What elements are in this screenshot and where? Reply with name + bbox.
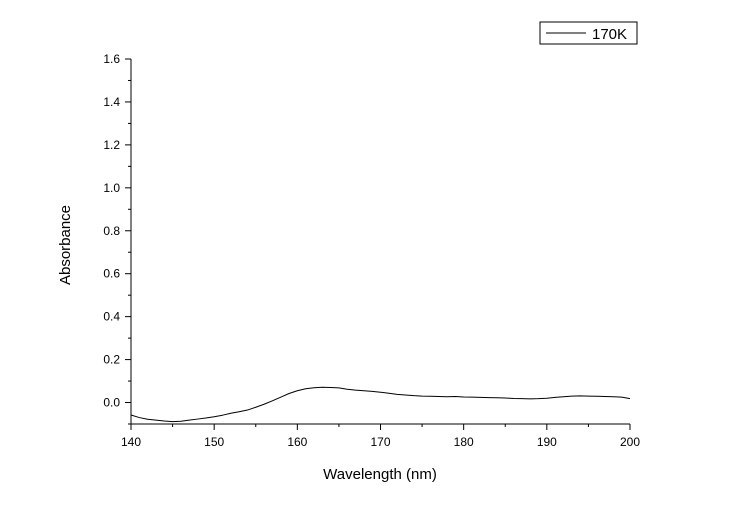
y-tick-label: 1.0 <box>103 181 120 195</box>
series-line-170k <box>130 386 631 423</box>
y-tick-label: 1.4 <box>103 95 120 109</box>
y-tick-label: 0.8 <box>103 224 120 238</box>
x-axis-ticks: 140 150 160 170 180 190 200 <box>121 424 640 449</box>
y-tick-label: 0.4 <box>103 310 120 324</box>
x-tick-label: 200 <box>620 435 640 449</box>
y-tick-label: 1.6 <box>103 52 120 66</box>
legend-box <box>539 21 638 45</box>
legend-label: 170K <box>592 26 627 43</box>
y-tick-label: 0.0 <box>103 396 120 410</box>
x-tick-label: 180 <box>454 435 474 449</box>
y-tick-label: 1.2 <box>103 138 120 152</box>
x-tick-label: 150 <box>204 435 224 449</box>
series-group <box>130 386 631 423</box>
y-axis-title: Absorbance <box>57 205 74 285</box>
y-axis-ticks: 0.0 0.2 0.4 0.6 0.8 1.0 1.2 1.4 1.6 <box>103 52 131 425</box>
x-tick-label: 160 <box>287 435 307 449</box>
y-tick-label: 0.2 <box>103 353 120 367</box>
y-tick-label: 0.6 <box>103 267 120 281</box>
x-tick-label: 140 <box>121 435 141 449</box>
legend: 170K <box>539 21 638 45</box>
x-tick-label: 190 <box>537 435 557 449</box>
x-axis-title: Wavelength (nm) <box>323 466 437 483</box>
x-tick-label: 170 <box>370 435 390 449</box>
